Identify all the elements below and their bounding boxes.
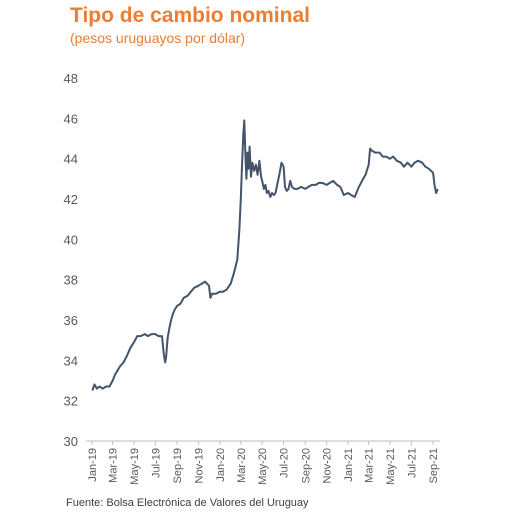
x-tick-label: Jan-21 — [343, 448, 355, 482]
x-tick-label: Sep-19 — [172, 448, 184, 483]
x-tick-label: Jan-20 — [215, 448, 227, 482]
x-tick-label: Nov-19 — [193, 448, 205, 483]
x-tick-label: Nov-20 — [322, 448, 334, 483]
y-tick-label: 36 — [64, 313, 78, 328]
y-tick-label: 46 — [64, 111, 78, 126]
x-tick-label: May-20 — [257, 448, 269, 485]
x-tick-label: May-19 — [129, 448, 141, 485]
chart-subtitle: (pesos uruguayos por dólar) — [70, 30, 246, 46]
x-tick-label: Mar-20 — [236, 448, 248, 483]
y-tick-label: 42 — [64, 192, 78, 207]
y-tick-label: 38 — [64, 273, 78, 288]
x-tick-label: Sep-21 — [428, 448, 440, 483]
x-tick-label: Mar-21 — [364, 448, 376, 483]
x-tick-label: May-21 — [385, 448, 397, 485]
y-axis-ticks: 30 32 34 36 38 40 42 44 46 48 — [64, 71, 78, 449]
y-tick-label: 32 — [64, 394, 78, 409]
y-tick-label: 48 — [64, 71, 78, 86]
y-tick-label: 30 — [64, 434, 78, 449]
y-tick-label: 34 — [64, 353, 78, 368]
series-group — [91, 119, 439, 391]
x-tick-label: Jan-19 — [87, 448, 99, 482]
source-note: Fuente: Bolsa Electrónica de Valores del… — [66, 497, 309, 509]
chart-title: Tipo de cambio nominal — [70, 4, 310, 27]
y-tick-label: 44 — [64, 152, 78, 167]
x-tick-label: Mar-19 — [108, 448, 120, 483]
x-tick-label: Jul-21 — [406, 448, 418, 478]
y-tick-label: 40 — [64, 232, 78, 247]
x-axis-ticks: Jan-19 Mar-19 May-19 Jul-19 Sep-19 Nov-19 Jan-… — [87, 441, 440, 485]
x-tick-label: Jul-19 — [150, 448, 162, 478]
x-tick-label: Jul-20 — [279, 448, 291, 478]
x-tick-label: Sep-20 — [300, 448, 312, 483]
exchange-rate-line — [91, 119, 439, 391]
